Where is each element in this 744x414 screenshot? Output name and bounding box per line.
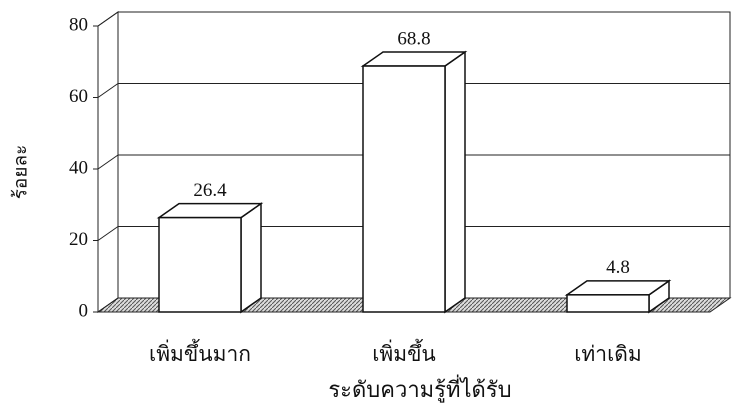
value-label: 68.8 — [397, 28, 430, 49]
value-label: 4.8 — [606, 257, 630, 278]
y-tick-label: 0 — [79, 300, 89, 321]
y-axis-title: ร้อยละ — [10, 145, 31, 200]
y-tick-label: 60 — [69, 86, 88, 107]
value-label: 26.4 — [193, 180, 227, 201]
x-tick-label: เพิ่มขึ้น — [372, 339, 436, 366]
bar-side — [240, 202, 262, 314]
bar — [566, 294, 650, 313]
x-axis-title: ระดับความรู้ที่ได้รับ — [328, 374, 511, 403]
y-tick-label: 20 — [69, 229, 88, 250]
grid-line — [97, 154, 119, 170]
grid-line — [97, 11, 119, 27]
bar — [158, 216, 242, 313]
grid-line — [97, 83, 119, 98]
y-tick-label: 80 — [69, 14, 88, 35]
y-tick-label: 40 — [69, 157, 88, 178]
bar-side — [444, 50, 466, 314]
grid-line — [97, 297, 119, 313]
x-tick-label: เพิ่มขึ้นมาก — [149, 339, 251, 366]
x-tick-label: เท่าเดิม — [574, 342, 641, 366]
bar — [362, 65, 446, 313]
grid-line — [97, 226, 119, 241]
